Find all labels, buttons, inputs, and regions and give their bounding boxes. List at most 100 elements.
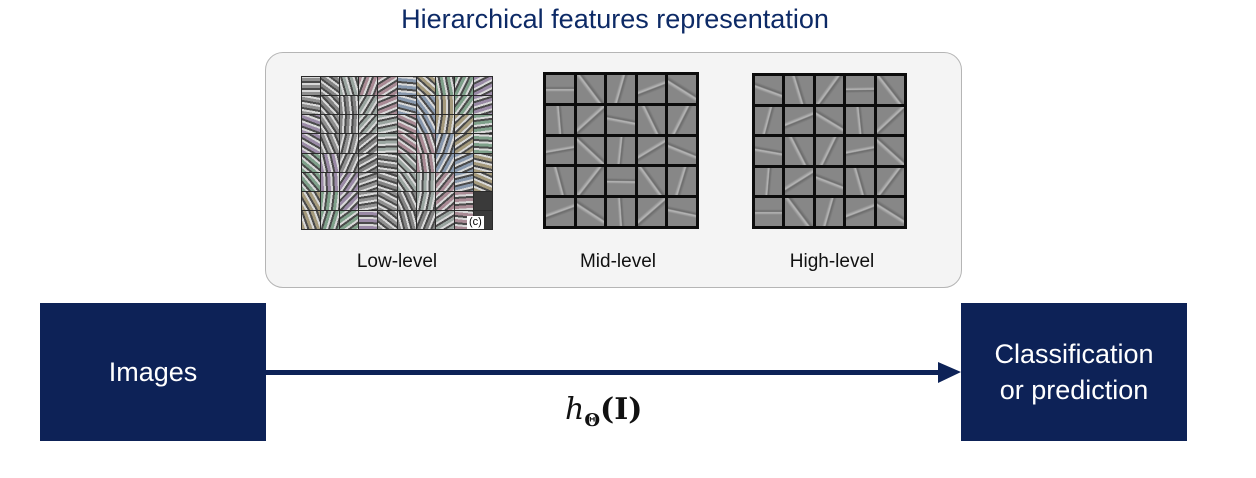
feature-pattern-tile	[637, 198, 666, 226]
feature-pattern-tile	[785, 167, 813, 196]
feature-pattern-tile	[755, 106, 783, 135]
feature-filter-tile	[435, 210, 454, 229]
feature-filter-tile	[397, 172, 416, 191]
feature-pattern-tile	[846, 137, 874, 165]
feature-filter-tile	[473, 77, 492, 96]
feature-filter-tile	[321, 77, 340, 96]
feature-filter-tile	[435, 191, 454, 210]
feature-filter-tile	[359, 134, 378, 153]
feature-pattern-tile	[846, 167, 874, 196]
feature-filter-tile	[473, 172, 492, 191]
feature-pattern-tile	[607, 105, 635, 134]
mapping-arrow-line	[266, 370, 942, 375]
feature-filter-tile	[473, 115, 492, 134]
feature-filter-tile	[416, 134, 435, 153]
feature-pattern-tile	[546, 105, 574, 134]
images-box-label: Images	[108, 357, 198, 387]
feature-filter-tile	[397, 96, 416, 115]
feature-filter-tile	[321, 96, 340, 115]
classification-box: Classification or prediction	[961, 303, 1187, 441]
feature-filter-tile	[302, 210, 321, 229]
feature-filter-tile	[416, 172, 435, 191]
feature-filter-tile	[454, 115, 473, 134]
feature-pattern-tile	[815, 76, 844, 104]
feature-filter-tile	[435, 134, 454, 153]
feature-filter-tile	[321, 153, 340, 172]
feature-filter-tile	[454, 191, 473, 210]
feature-filter-tile	[321, 134, 340, 153]
feature-filter-tile	[302, 153, 321, 172]
feature-pattern-tile	[876, 76, 904, 104]
feature-filter-tile	[302, 172, 321, 191]
feature-pattern-tile	[876, 167, 904, 196]
feature-pattern-tile	[755, 76, 783, 104]
features-panel: (c) Low-level Mid-level High-level	[265, 52, 962, 288]
formula-subscript: Θ	[584, 410, 601, 431]
feature-filter-tile	[302, 77, 321, 96]
feature-filter-tile	[378, 77, 397, 96]
feature-filter-tile	[340, 172, 359, 191]
feature-filter-tile	[378, 191, 397, 210]
feature-pattern-tile	[785, 106, 813, 135]
feature-pattern-tile	[755, 198, 783, 226]
feature-pattern-tile	[607, 136, 635, 165]
feature-filter-tile	[416, 96, 435, 115]
feature-pattern-tile	[668, 75, 696, 103]
feature-filter-tile	[416, 153, 435, 172]
feature-filter-tile	[473, 134, 492, 153]
feature-filter-tile	[416, 210, 435, 229]
mid-level-label: Mid-level	[579, 251, 657, 272]
feature-filter-tile	[321, 172, 340, 191]
feature-filter-tile	[435, 153, 454, 172]
feature-filter-tile	[302, 134, 321, 153]
feature-pattern-tile	[668, 105, 696, 134]
feature-filter-tile	[359, 172, 378, 191]
low-level-label: Low-level	[356, 251, 438, 272]
feature-filter-tile	[454, 134, 473, 153]
images-box: Images	[40, 303, 266, 441]
feature-filter-tile	[416, 115, 435, 134]
feature-pattern-tile	[546, 136, 574, 165]
feature-pattern-tile	[785, 76, 813, 104]
feature-pattern-tile	[815, 106, 844, 135]
low-level-copyright-tag: (c)	[467, 216, 484, 229]
feature-filter-tile	[397, 134, 416, 153]
feature-pattern-tile	[637, 75, 666, 103]
feature-pattern-tile	[846, 106, 874, 135]
feature-pattern-tile	[846, 198, 874, 226]
feature-filter-tile	[378, 115, 397, 134]
feature-filter-tile	[454, 153, 473, 172]
feature-pattern-tile	[876, 106, 904, 135]
feature-filter-tile	[359, 210, 378, 229]
feature-filter-tile	[378, 172, 397, 191]
feature-filter-tile	[397, 77, 416, 96]
feature-filter-tile	[397, 210, 416, 229]
feature-pattern-tile	[815, 167, 844, 196]
feature-pattern-tile	[607, 198, 635, 226]
formula-argument: (I)	[600, 392, 643, 427]
feature-pattern-tile	[576, 198, 605, 226]
feature-filter-tile	[359, 115, 378, 134]
feature-filter-tile	[340, 153, 359, 172]
feature-filter-tile	[340, 96, 359, 115]
feature-pattern-tile	[576, 136, 605, 165]
mid-level-features-image	[543, 72, 699, 229]
classification-box-line1: Classification	[994, 339, 1154, 369]
feature-pattern-tile	[846, 76, 874, 104]
feature-pattern-tile	[637, 136, 666, 165]
feature-filter-tile	[340, 191, 359, 210]
feature-pattern-tile	[546, 75, 574, 103]
feature-pattern-tile	[637, 167, 666, 196]
feature-filter-tile	[416, 77, 435, 96]
feature-filter-tile	[340, 77, 359, 96]
feature-filter-tile	[302, 191, 321, 210]
feature-filter-tile	[473, 191, 492, 210]
feature-filter-tile	[397, 115, 416, 134]
feature-filter-tile	[359, 191, 378, 210]
feature-filter-tile	[302, 115, 321, 134]
feature-pattern-tile	[876, 137, 904, 165]
feature-filter-tile	[378, 134, 397, 153]
feature-filter-tile	[397, 153, 416, 172]
feature-pattern-tile	[668, 136, 696, 165]
feature-pattern-tile	[607, 75, 635, 103]
